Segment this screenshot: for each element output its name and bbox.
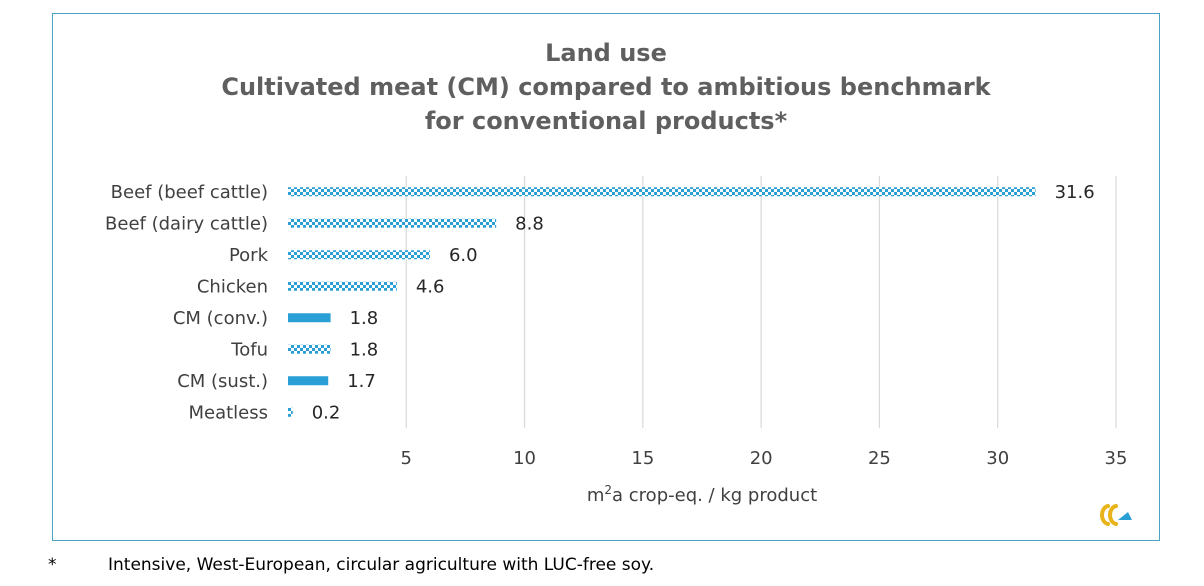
bar (288, 407, 293, 417)
footnote-text: Intensive, West-European, circular agric… (108, 555, 655, 575)
chart-subtitle: Cultivated meat (CM) compared to ambitio… (221, 73, 991, 135)
data-label: 6.0 (449, 245, 478, 266)
x-tick-label: 10 (513, 448, 536, 469)
footnote-mark: * (48, 555, 57, 575)
data-label: 31.6 (1055, 182, 1095, 203)
chart-frame (52, 13, 1160, 541)
bar (288, 313, 331, 323)
category-label: CM (sust.) (177, 371, 268, 392)
bar (288, 218, 497, 228)
footnote: * Intensive, West-European, circular agr… (0, 553, 1204, 579)
category-label: Tofu (230, 339, 268, 360)
x-tick-label: 30 (986, 448, 1009, 469)
data-label: 8.8 (515, 213, 544, 234)
category-label: Beef (dairy cattle) (105, 213, 268, 234)
chart-title: Land use (545, 39, 667, 67)
data-label: 1.7 (347, 371, 376, 392)
category-label: Pork (229, 245, 269, 266)
bar (288, 376, 329, 386)
x-tick-label: 20 (750, 448, 773, 469)
x-tick-label: 15 (631, 448, 654, 469)
x-tick-label: 5 (401, 448, 412, 469)
bars (288, 187, 1036, 417)
bar (288, 187, 1036, 197)
x-axis-title: m2a crop-eq. / kg product (587, 483, 817, 506)
category-label: Beef (beef cattle) (111, 182, 268, 203)
category-label: Chicken (197, 276, 268, 297)
x-tick-label: 35 (1105, 448, 1128, 469)
data-label: 1.8 (350, 339, 379, 360)
labels: 5 10 15 20 25 30 35 Beef (beef cattle) 31.6 Beef … (105, 182, 1127, 469)
x-tick-label: 25 (868, 448, 891, 469)
grid-lines (405, 176, 1117, 428)
bar (288, 344, 331, 354)
bar (288, 281, 397, 291)
company-logo-icon (1100, 504, 1132, 526)
data-label: 0.2 (312, 402, 341, 423)
data-label: 4.6 (416, 276, 445, 297)
category-label: CM (conv.) (173, 308, 268, 329)
category-label: Meatless (188, 402, 268, 423)
bar (288, 250, 430, 260)
data-label: 1.8 (350, 308, 379, 329)
